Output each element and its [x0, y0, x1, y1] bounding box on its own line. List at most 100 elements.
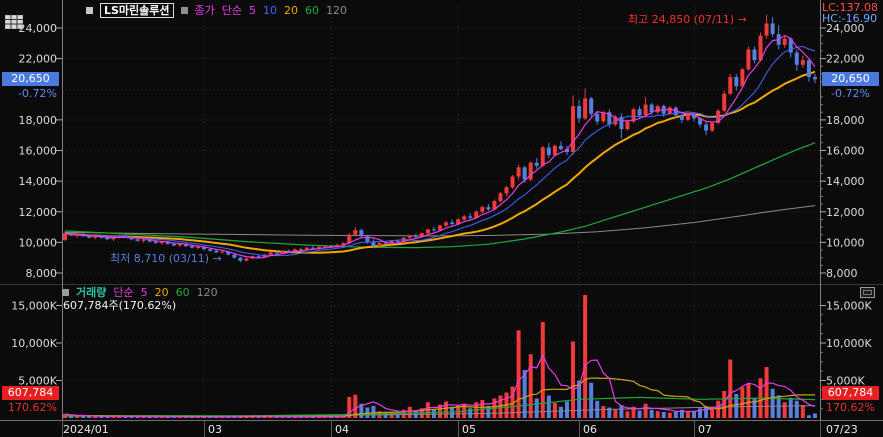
candle-body[interactable] — [643, 104, 648, 116]
candle-body[interactable] — [534, 162, 539, 166]
candle-body[interactable] — [280, 250, 285, 254]
volume-bar[interactable] — [371, 406, 376, 418]
volume-bar[interactable] — [359, 403, 364, 418]
candle-body[interactable] — [740, 69, 745, 87]
volume-bar[interactable] — [794, 400, 799, 418]
volume-bar[interactable] — [698, 408, 703, 418]
candle-body[interactable] — [788, 38, 793, 53]
volume-bar[interactable] — [637, 410, 642, 419]
candle-body[interactable] — [558, 145, 563, 149]
candle-body[interactable] — [365, 236, 370, 243]
volume-bar[interactable] — [87, 416, 92, 418]
candle-body[interactable] — [764, 23, 769, 36]
candle-body[interactable] — [444, 222, 449, 226]
candle-body[interactable] — [171, 243, 176, 246]
volume-bar[interactable] — [286, 416, 291, 418]
volume-bar[interactable] — [153, 416, 158, 418]
candle-body[interactable] — [268, 252, 273, 255]
volume-bar[interactable] — [159, 416, 164, 418]
candle-body[interactable] — [256, 256, 261, 258]
candle-body[interactable] — [691, 113, 696, 119]
candle-body[interactable] — [462, 216, 467, 220]
ma-legend-item[interactable]: 종가 — [194, 4, 215, 17]
candle-body[interactable] — [323, 246, 328, 248]
candle-body[interactable] — [498, 193, 503, 202]
candle-body[interactable] — [474, 211, 479, 218]
candle-body[interactable] — [437, 225, 442, 231]
volume-bar[interactable] — [540, 322, 545, 418]
volume-bar[interactable] — [722, 391, 727, 418]
volume-bar[interactable] — [129, 416, 134, 419]
volume-title[interactable]: 거래량 — [76, 286, 107, 299]
candle-body[interactable] — [710, 122, 715, 131]
candle-body[interactable] — [202, 246, 207, 250]
candle-body[interactable] — [625, 121, 630, 130]
candle-body[interactable] — [292, 249, 297, 252]
volume-bar[interactable] — [673, 411, 678, 418]
candle-body[interactable] — [425, 229, 430, 234]
candle-body[interactable] — [413, 235, 418, 238]
volume-bar[interactable] — [728, 359, 733, 419]
candle-body[interactable] — [208, 249, 213, 251]
volume-bar[interactable] — [274, 416, 279, 418]
candle-body[interactable] — [377, 243, 382, 247]
volume-bar[interactable] — [806, 415, 811, 418]
volume-bar[interactable] — [353, 394, 358, 418]
candle-body[interactable] — [812, 77, 817, 80]
candle-body[interactable] — [679, 115, 684, 120]
volume-bar[interactable] — [734, 394, 739, 418]
volume-bar[interactable] — [304, 416, 309, 418]
volume-bar[interactable] — [141, 416, 146, 418]
ma-legend-item[interactable]: 5 — [140, 285, 148, 299]
candle-body[interactable] — [698, 118, 703, 125]
data-grid-icon[interactable] — [5, 15, 23, 32]
candle-body[interactable] — [183, 243, 188, 247]
panel-mini-button[interactable] — [860, 287, 875, 298]
volume-bar[interactable] — [69, 415, 74, 418]
volume-bar[interactable] — [752, 398, 757, 419]
volume-bar[interactable] — [534, 398, 539, 419]
ma-legend-item[interactable]: 60 — [305, 3, 320, 17]
ma-legend-item[interactable]: 단순 — [113, 286, 134, 299]
candle-body[interactable] — [504, 187, 509, 194]
candle-body[interactable] — [153, 241, 158, 244]
volume-bar[interactable] — [643, 403, 648, 418]
candle-body[interactable] — [274, 252, 279, 254]
candle-body[interactable] — [232, 254, 237, 258]
candle-body[interactable] — [667, 107, 672, 114]
volume-bar[interactable] — [661, 412, 666, 418]
candle-body[interactable] — [359, 230, 364, 237]
candle-body[interactable] — [571, 106, 576, 153]
candle-body[interactable] — [770, 23, 775, 35]
candle-body[interactable] — [589, 98, 594, 114]
candle-body[interactable] — [93, 236, 98, 238]
candle-body[interactable] — [190, 246, 195, 248]
candle-body[interactable] — [637, 109, 642, 116]
volume-bar[interactable] — [691, 411, 696, 418]
volume-bar[interactable] — [117, 416, 122, 418]
volume-bar[interactable] — [667, 412, 672, 418]
volume-bar[interactable] — [571, 341, 576, 419]
volume-bar[interactable] — [510, 386, 515, 419]
volume-bar[interactable] — [812, 413, 817, 418]
candle-body[interactable] — [704, 124, 709, 131]
volume-bar[interactable] — [437, 404, 442, 419]
volume-bar[interactable] — [135, 416, 140, 418]
candle-body[interactable] — [601, 112, 606, 122]
candle-body[interactable] — [286, 250, 291, 252]
candle-body[interactable] — [631, 109, 636, 122]
candle-body[interactable] — [546, 147, 551, 156]
volume-bar[interactable] — [317, 416, 322, 418]
candle-body[interactable] — [347, 234, 352, 244]
volume-bar[interactable] — [498, 395, 503, 419]
candle-body[interactable] — [159, 241, 164, 244]
volume-bar[interactable] — [329, 416, 334, 418]
candle-body[interactable] — [371, 242, 376, 247]
candle-body[interactable] — [165, 241, 170, 244]
candle-body[interactable] — [486, 207, 491, 210]
candle-body[interactable] — [304, 247, 309, 251]
volume-bar[interactable] — [710, 407, 715, 419]
volume-bar[interactable] — [619, 405, 624, 418]
volume-bar[interactable] — [800, 405, 805, 418]
candle-body[interactable] — [510, 176, 515, 188]
